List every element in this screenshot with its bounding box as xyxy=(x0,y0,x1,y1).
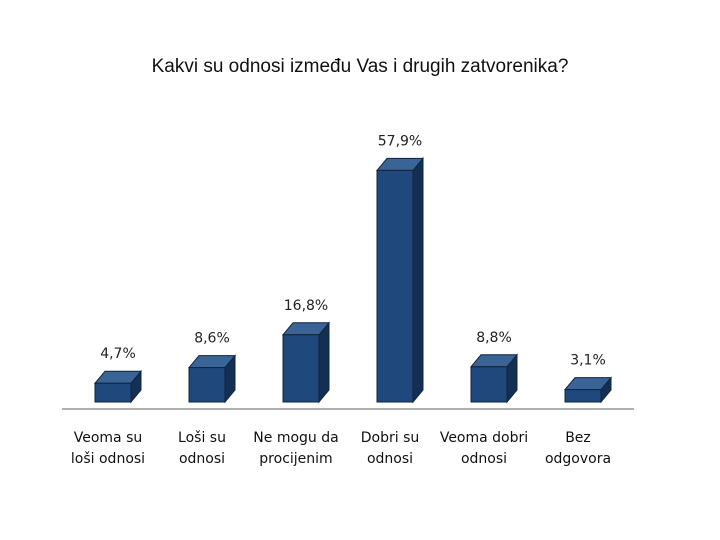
category-tick-label: Veoma dobri xyxy=(440,430,528,446)
bar xyxy=(188,367,226,403)
category-tick-label: odgovora xyxy=(545,451,611,467)
category-tick-label: Dobri su xyxy=(361,430,420,446)
data-label: 4,7% xyxy=(100,346,136,362)
bar xyxy=(564,389,602,403)
category-tick-label: odnosi xyxy=(461,451,507,467)
data-label: 3,1% xyxy=(570,353,606,369)
data-label: 8,8% xyxy=(476,330,512,346)
category-tick-label: Veoma su xyxy=(74,430,143,446)
bar xyxy=(94,382,132,403)
data-label: 16,8% xyxy=(284,298,328,314)
bar xyxy=(376,169,414,403)
chart-title: Kakvi su odnosi između Vas i drugih zatv… xyxy=(151,56,569,77)
bar-side xyxy=(318,321,330,404)
bar xyxy=(282,334,320,403)
category-tick-label: Bez xyxy=(565,430,591,446)
category-tick-label: odnosi xyxy=(179,451,225,467)
category-tick-label: loši odnosi xyxy=(71,451,145,467)
category-tick-label: Loši su xyxy=(178,430,226,446)
bar-side xyxy=(412,157,424,404)
data-label: 8,6% xyxy=(194,331,230,347)
category-tick-label: procijenim xyxy=(259,451,332,467)
data-label: 57,9% xyxy=(378,133,422,149)
bar xyxy=(470,366,508,403)
category-tick-label: odnosi xyxy=(367,451,413,467)
category-tick-label: Ne mogu da xyxy=(253,430,338,446)
